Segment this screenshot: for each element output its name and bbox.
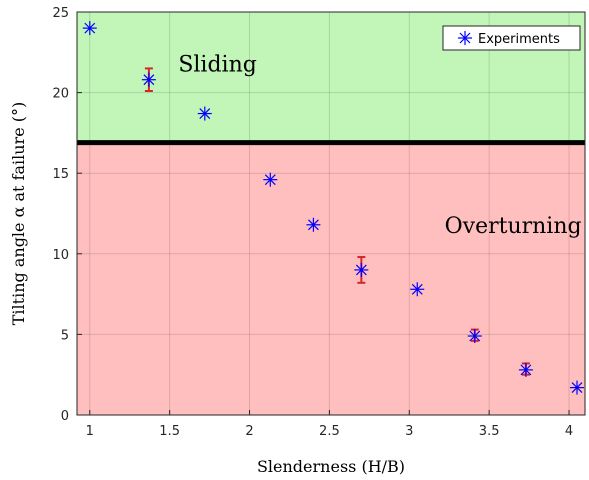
plot-frame: [76, 11, 586, 416]
y-tick-label: 25: [52, 6, 69, 21]
legend-entry-experiments: Experiments: [478, 32, 560, 47]
data-points-layer: [82, 21, 585, 395]
data-point: [354, 262, 369, 277]
x-tick-label: 4: [565, 424, 573, 439]
marker-stroke: [308, 219, 319, 231]
data-point: [197, 106, 212, 121]
y-tick-label: 5: [61, 328, 69, 343]
region-label-sliding: Sliding: [178, 53, 257, 78]
region-overturning: [77, 142, 585, 415]
marker-stroke: [520, 364, 532, 376]
y-tick-label: 10: [52, 248, 69, 263]
marker-stroke: [199, 108, 211, 119]
x-tick-label: 2.5: [319, 424, 340, 439]
data-point: [410, 282, 425, 297]
x-tick-label: 3.5: [479, 424, 500, 439]
x-axis-label: Slenderness (H/B): [257, 457, 405, 476]
legend-marker-icon: [458, 31, 472, 45]
marker-stroke: [264, 174, 276, 186]
marker-stroke: [459, 32, 471, 44]
y-tick-label: 20: [52, 87, 69, 102]
legend: Experiments: [442, 25, 581, 51]
x-tick-label: 2: [245, 424, 253, 439]
data-point: [141, 72, 156, 87]
ticks-layer: 1 1.5 2 2.5 3 3.5 4 0 5 10 15 20 25: [52, 6, 573, 439]
y-tick-label: 15: [52, 167, 69, 182]
marker-stroke: [355, 264, 367, 276]
data-point: [263, 172, 278, 187]
marker-stroke: [571, 382, 583, 394]
data-point: [82, 21, 97, 36]
y-axis-label: Tilting angle α at failure (°): [9, 102, 28, 325]
data-point: [518, 362, 533, 377]
data-point: [467, 329, 482, 344]
x-tick-label: 3: [405, 424, 413, 439]
data-point: [570, 380, 585, 395]
marker-stroke: [84, 22, 96, 34]
region-label-overturning: Overturning: [445, 214, 582, 239]
data-point: [306, 217, 321, 232]
marker-stroke: [411, 283, 423, 295]
x-tick-label: 1: [86, 424, 94, 439]
x-tick-label: 1.5: [159, 424, 180, 439]
legend-asterisk: [458, 31, 472, 45]
y-tick-label: 0: [61, 409, 69, 424]
marker-stroke: [143, 74, 155, 86]
marker-stroke: [469, 330, 481, 342]
